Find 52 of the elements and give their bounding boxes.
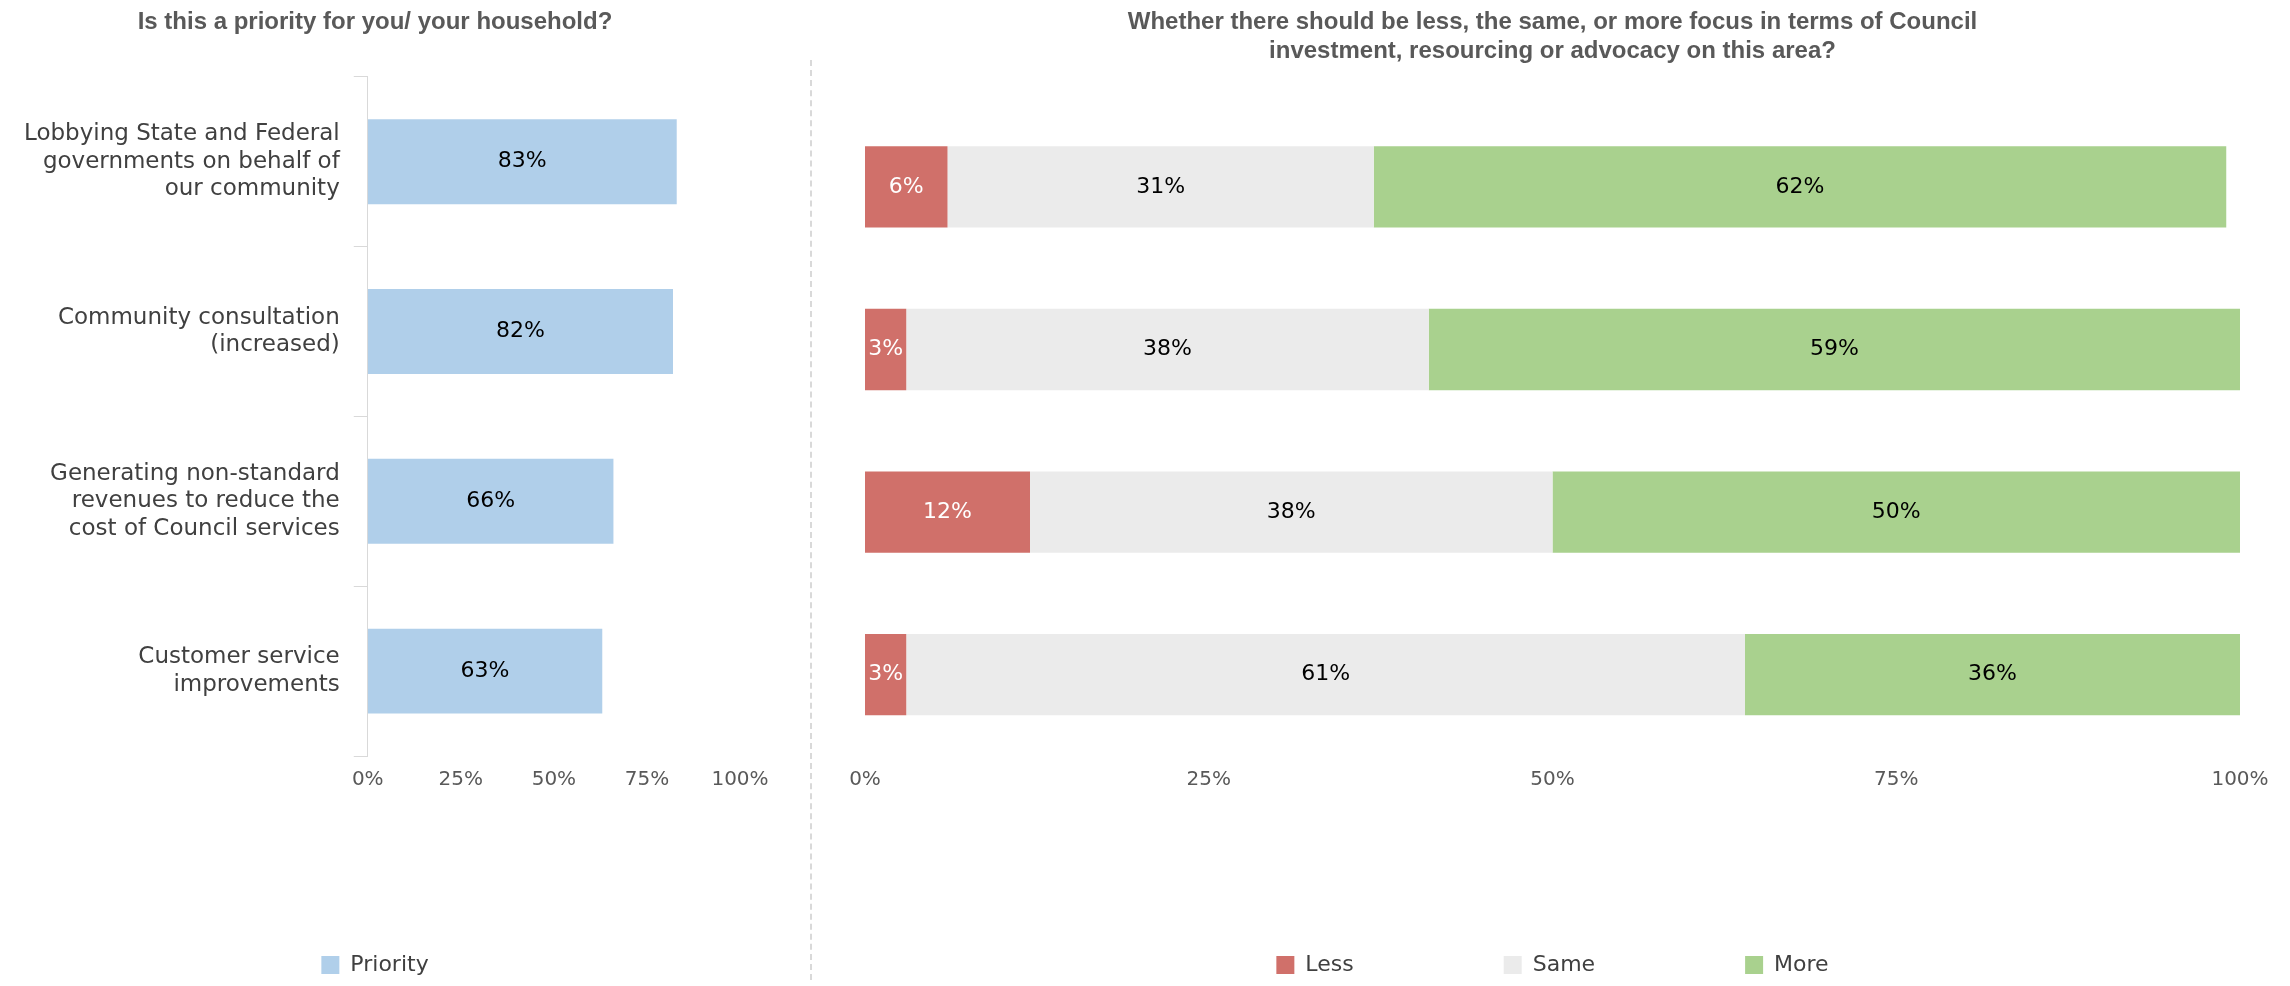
data-label: 12% [923, 497, 972, 523]
data-label: 61% [1301, 660, 1351, 686]
x-tick-label: 75% [1874, 766, 1919, 791]
chart-title: Whether there should be less, the same, or more focus in terms of Council investment, resourcing or advocacy on this area? [1127, 7, 1978, 63]
legend-label: Priority [350, 950, 429, 976]
bar [906, 634, 1745, 716]
y-tick-label: Generating non-standard revenues to reduce the cost of Council services [50, 458, 340, 540]
x-tick-label: 25% [438, 766, 484, 791]
data-label: 66% [466, 487, 516, 513]
data-label: 59% [1809, 335, 1859, 361]
x-tick-label: 100% [2211, 766, 2269, 791]
x-tick-label: 50% [1530, 766, 1575, 791]
bar [1030, 471, 1553, 553]
data-label: 50% [1871, 497, 1921, 523]
bar [367, 289, 673, 374]
y-tick-label: Community consultation (increased) [57, 302, 340, 357]
bar [1745, 634, 2240, 716]
legend-label: Less [1305, 950, 1354, 976]
data-label: 38% [1266, 497, 1316, 523]
bar [1552, 471, 2240, 553]
chart-title: Is this a priority for you/ your household? [137, 7, 613, 35]
data-label: 3% [868, 335, 904, 361]
x-tick-label: 75% [624, 766, 670, 791]
legend-label: Same [1532, 950, 1596, 976]
bar [1373, 146, 2227, 228]
bar [367, 119, 677, 205]
data-label: 83% [497, 147, 547, 173]
x-tick-label: 50% [531, 766, 577, 791]
bar [367, 628, 603, 714]
bar [865, 146, 948, 228]
data-label: 63% [460, 656, 510, 682]
bar [865, 471, 1030, 553]
data-label: 38% [1143, 335, 1192, 361]
data-label: 82% [495, 317, 545, 343]
bar [947, 146, 1374, 228]
data-label: 31% [1136, 172, 1186, 198]
legend-label: More [1774, 950, 1829, 976]
data-label: 36% [1968, 660, 2017, 686]
data-label: 6% [888, 172, 924, 198]
y-tick-label: Customer service improvements [138, 642, 340, 696]
bar [1428, 308, 2240, 391]
data-label: 3% [868, 660, 904, 686]
bar [906, 308, 1429, 391]
x-tick-label: 0% [351, 766, 384, 791]
bar [367, 458, 614, 544]
data-label: 62% [1775, 172, 1825, 198]
y-tick-label: Lobbying State and Federal governments on behalf of our community [23, 119, 341, 201]
x-tick-label: 100% [711, 766, 769, 791]
bar [865, 308, 907, 391]
x-tick-label: 0% [849, 766, 881, 791]
x-tick-label: 25% [1186, 766, 1231, 791]
bar [865, 634, 907, 716]
